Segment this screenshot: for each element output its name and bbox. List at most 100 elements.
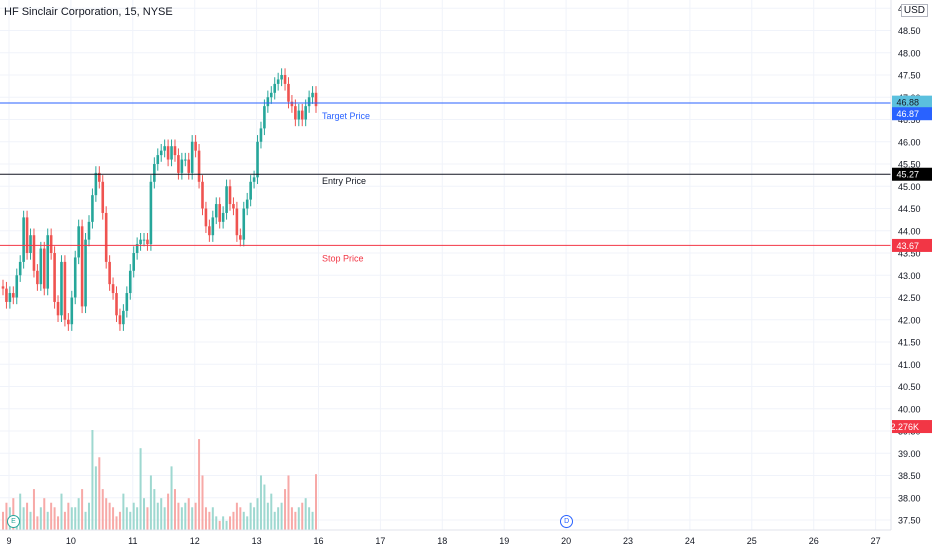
volume-bar	[191, 507, 194, 530]
candle-body	[208, 226, 211, 236]
volume-bar	[146, 507, 149, 530]
volume-bar	[139, 448, 142, 530]
volume-bar	[112, 507, 115, 530]
volume-bar	[242, 511, 245, 530]
candle-body	[36, 270, 39, 285]
candle-body	[73, 257, 77, 298]
earnings-event-icon[interactable]: E	[7, 515, 20, 528]
volume-bar	[70, 507, 73, 530]
price-tick-label: 43.50	[898, 249, 921, 259]
volume-bar	[163, 507, 166, 530]
date-tick-label: 12	[190, 536, 200, 546]
date-tick-label: 17	[375, 536, 385, 546]
price-axis[interactable]: 37.5038.0038.5039.0039.5040.0040.5041.00…	[898, 4, 921, 526]
candle-body	[180, 159, 184, 173]
candle-body	[91, 195, 94, 222]
volume-bar	[67, 502, 70, 530]
volume-bar	[5, 502, 8, 530]
volume-bar	[81, 489, 84, 530]
volume-bar	[29, 511, 32, 530]
volume-bar	[77, 498, 80, 530]
candle-body	[77, 226, 80, 258]
volume-bar	[118, 511, 121, 530]
volume-bar	[249, 502, 252, 530]
candle-body	[294, 106, 297, 120]
volume-bar	[225, 520, 228, 530]
volume-bar	[91, 430, 94, 530]
volume-bar	[53, 507, 56, 530]
volume-bar	[177, 502, 180, 530]
price-tick-label: 44.50	[898, 204, 921, 214]
volume-bar	[32, 489, 35, 530]
volume-bar	[98, 457, 101, 530]
target-price-tag: 46.87	[896, 109, 919, 119]
price-tick-label: 42.00	[898, 315, 921, 325]
candle-body	[204, 208, 208, 227]
volume-bar	[22, 507, 25, 530]
date-tick-label: 10	[66, 536, 76, 546]
time-axis[interactable]: 9 10 11 12 13 16 17 18 19 20 23 24 25 26 27	[6, 536, 880, 546]
target-price-tag-bg	[892, 107, 932, 121]
volume-bar	[187, 498, 190, 530]
volume-tag: 12.276K	[885, 422, 919, 432]
candle-body	[214, 204, 218, 218]
volume-bar	[208, 511, 211, 530]
candle-body	[63, 261, 67, 320]
volume-bar	[132, 502, 135, 530]
price-tick-label: 44.00	[898, 226, 921, 236]
price-tick-label: 41.50	[898, 338, 921, 348]
volume-bar	[263, 484, 266, 530]
volume-bar	[173, 489, 176, 530]
volume-bar	[94, 466, 97, 530]
candle-body	[194, 141, 197, 151]
candle-body	[60, 261, 63, 316]
candle-body	[29, 235, 32, 253]
candle-body	[153, 164, 156, 182]
candle-body	[287, 83, 290, 102]
candle-body	[80, 226, 84, 307]
volume-bar	[290, 507, 293, 530]
price-tick-label: 42.50	[898, 293, 921, 303]
volume-bar	[266, 502, 269, 530]
candle-body	[197, 150, 201, 182]
candle-body	[25, 217, 29, 253]
volume-bar	[301, 502, 304, 530]
volume-bar	[136, 507, 139, 530]
candle-body	[142, 239, 146, 241]
candle-body	[280, 75, 283, 80]
volume-bar	[315, 474, 317, 530]
candle-body	[70, 297, 74, 325]
volume-bar	[129, 511, 132, 530]
volume-bar	[308, 507, 311, 530]
price-tick-label: 38.00	[898, 493, 921, 503]
target-price-label: Target Price	[322, 111, 370, 121]
candle-body	[46, 235, 50, 289]
candle-body	[128, 270, 132, 294]
volume-bar	[294, 511, 297, 530]
candle-body	[249, 181, 252, 200]
candle-body	[125, 293, 129, 311]
candle-body	[12, 293, 15, 298]
candle-body	[170, 146, 173, 160]
date-tick-label: 23	[623, 536, 633, 546]
candle-body	[1, 286, 5, 289]
dividend-event-icon[interactable]: D	[560, 515, 574, 528]
candle-body	[132, 253, 136, 271]
volume-bar	[156, 502, 159, 530]
volume-bar	[125, 507, 128, 530]
stop-price-tag: 43.67	[896, 241, 919, 251]
volume-bar	[204, 507, 207, 530]
volume-bar	[201, 475, 204, 530]
volume-bar	[19, 493, 22, 530]
candle-body	[259, 128, 263, 142]
currency-badge[interactable]: USD	[900, 4, 928, 17]
candle-body	[84, 239, 87, 307]
candle-body	[177, 155, 180, 173]
volume-bar	[253, 507, 256, 530]
volume-bar	[297, 507, 300, 530]
volume-bar	[170, 466, 173, 530]
candle-body	[242, 208, 246, 240]
volume-bar	[167, 493, 170, 530]
